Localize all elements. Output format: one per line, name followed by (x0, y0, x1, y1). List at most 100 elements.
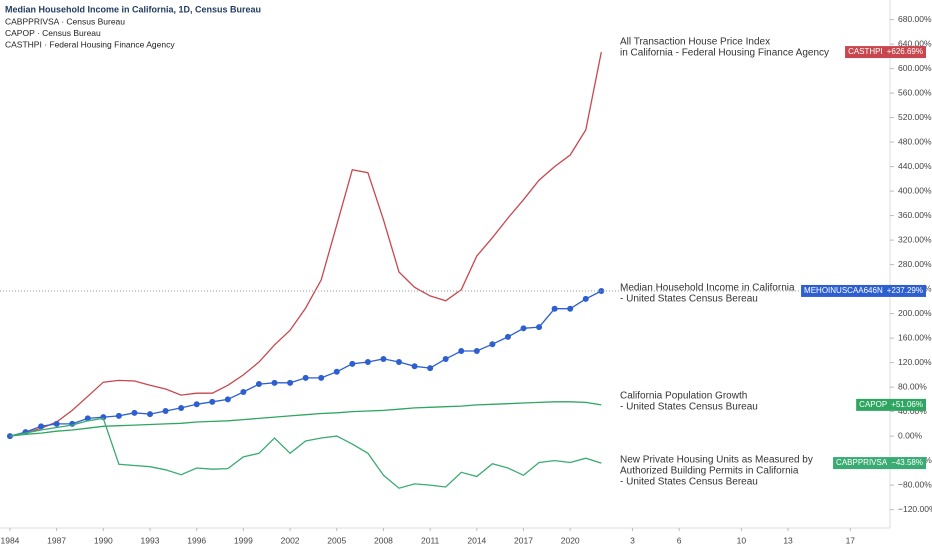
x-tick-label: 10 (737, 535, 747, 545)
series-point (6, 433, 13, 440)
series-point (318, 374, 325, 381)
badge-value: +51.06% (891, 400, 923, 409)
series-annotation: California Population Growth (620, 391, 747, 402)
y-tick-label: 80.00% (898, 381, 927, 391)
series-point (520, 325, 527, 332)
series-point (38, 423, 45, 430)
x-tick-label: 1996 (187, 535, 206, 545)
legend-title: Median Household Income in California, 1… (5, 4, 261, 14)
series-point (411, 363, 418, 370)
x-tick-label: 2005 (327, 535, 346, 545)
series-point (287, 379, 294, 386)
series-point (271, 379, 278, 386)
x-tick-label: 2014 (467, 535, 486, 545)
series-point (349, 360, 356, 367)
badge-name: CABPPRIVSA (836, 458, 888, 467)
legend-entry: CABPPRIVSA · Census Bureau (5, 16, 125, 26)
series-annotation: New Private Housing Units as Measured by (620, 455, 813, 466)
y-tick-label: 480.00% (898, 136, 932, 146)
price-badge (801, 284, 926, 297)
y-tick-label: 160.00% (898, 332, 932, 342)
price-badge (845, 46, 926, 59)
series-point (302, 374, 309, 381)
series-point (473, 347, 480, 354)
series-point (458, 347, 465, 354)
x-tick-label: 1987 (47, 535, 66, 545)
series-point (427, 365, 434, 372)
badge-value: +626.69% (887, 47, 923, 56)
series-point (364, 359, 371, 366)
badge-value: −43.58% (891, 458, 923, 467)
series-annotation: Median Household Income in California (620, 283, 795, 294)
y-tick-label: 640.00% (898, 38, 932, 48)
y-tick-label: 600.00% (898, 63, 932, 73)
badge-name: CAPOP (859, 400, 887, 409)
series-line (9, 417, 602, 489)
legend-entry: CAPOP · Census Bureau (5, 28, 101, 38)
x-tick-label: 6 (677, 535, 682, 545)
series-point (162, 408, 169, 415)
x-tick-label: 2011 (421, 535, 440, 545)
x-tick-label: 1984 (0, 535, 19, 545)
series-point (53, 420, 60, 427)
series-point (551, 305, 558, 312)
x-tick-label: 3 (630, 535, 635, 545)
y-tick-label: 320.00% (898, 234, 932, 244)
x-tick-label: 1993 (141, 535, 160, 545)
series-point (240, 389, 247, 396)
y-tick-label: −80.00% (898, 479, 932, 489)
series-point (115, 412, 122, 419)
series-point (380, 355, 387, 362)
series-point (504, 333, 511, 340)
series-point (582, 295, 589, 302)
plot (0, 51, 890, 489)
series-point (442, 355, 449, 362)
series-point (536, 324, 543, 331)
y-tick-label: 400.00% (898, 185, 932, 195)
series-annotation: in California - Federal Housing Finance … (620, 48, 829, 59)
series-line (9, 51, 602, 437)
series-point (255, 381, 262, 388)
price-badge (833, 457, 926, 470)
badge-name: CASTHPI (848, 47, 883, 56)
x-tick-label: 17 (846, 535, 856, 545)
series-point (147, 411, 154, 418)
y-tick-label: 520.00% (898, 112, 932, 122)
series-point (131, 409, 138, 416)
y-tick-label: −120.00% (898, 504, 932, 514)
x-tick-label: 1990 (94, 535, 113, 545)
x-tick-label: 1999 (234, 535, 253, 545)
y-tick-label: 200.00% (898, 308, 932, 318)
x-tick-label: 13 (783, 535, 793, 545)
badge-name: MEHOINUSCAA646N (804, 286, 883, 295)
y-tick-label: 560.00% (898, 87, 932, 97)
series-annotation: - United States Census Bureau (620, 402, 758, 413)
series-annotation: - United States Census Bereau (620, 294, 758, 305)
x-tick-label: 2017 (514, 535, 533, 545)
legend-entry: CASTHPI · Federal Housing Finance Agency (5, 39, 175, 49)
y-tick-label: 680.00% (898, 14, 932, 24)
x-tick-label: 2020 (561, 535, 580, 545)
y-tick-label: 280.00% (898, 259, 932, 269)
badge-value: +237.29% (887, 286, 923, 295)
series-line (9, 401, 602, 437)
series-point (489, 341, 496, 348)
series-point (333, 368, 340, 375)
y-tick-label: 440.00% (898, 161, 932, 171)
series-annotation: All Transaction House Price Index (620, 37, 770, 48)
x-tick-label: 2008 (374, 535, 393, 545)
y-tick-label: 120.00% (898, 357, 932, 367)
series-point (224, 396, 231, 403)
series-point (396, 359, 403, 366)
x-tick-label: 2002 (281, 535, 300, 545)
series-point (209, 398, 216, 405)
y-tick-label: 0.00% (898, 430, 923, 440)
y-tick-label: 360.00% (898, 210, 932, 220)
series-annotation: Authorized Building Permits in Californi… (620, 466, 799, 477)
series-annotation: - United States Census Bereau (620, 477, 758, 488)
series-point (193, 401, 200, 408)
series-point (84, 415, 91, 422)
series-point (567, 305, 574, 312)
